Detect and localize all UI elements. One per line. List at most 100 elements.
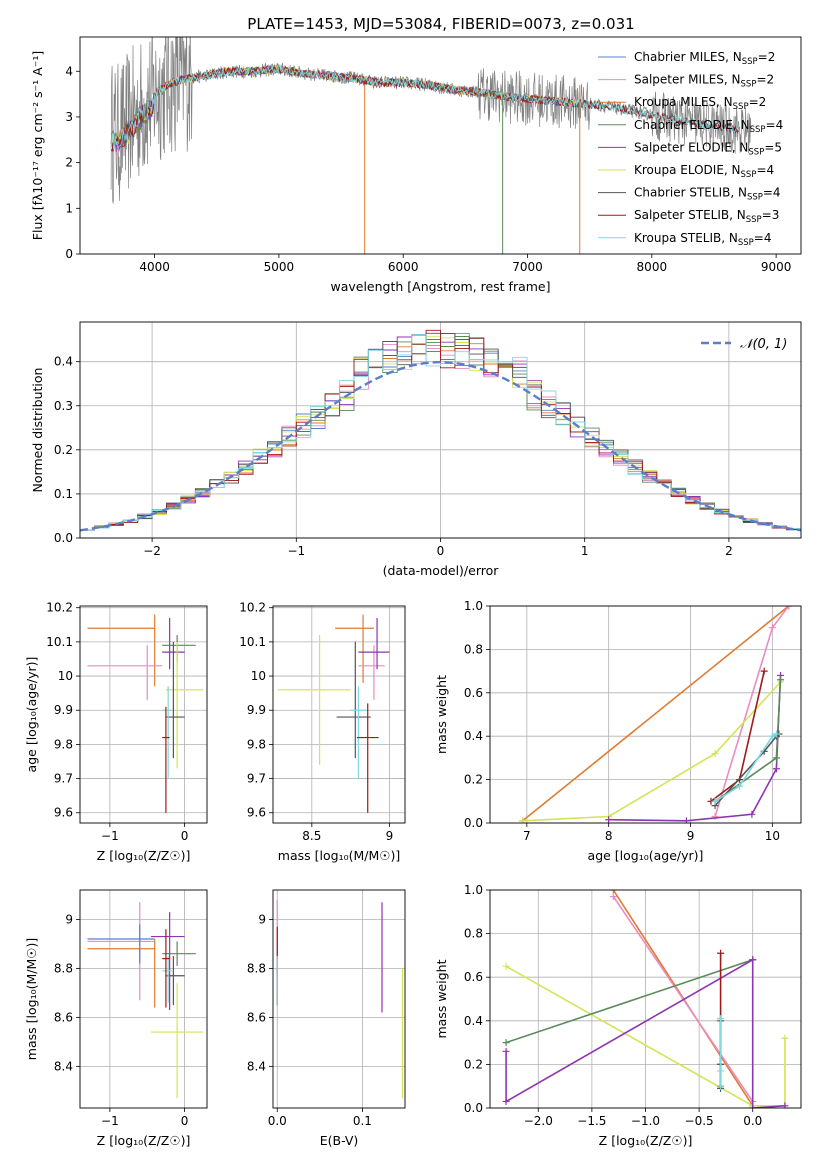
x-tick-label: 9000 [761,260,792,274]
data-point [772,754,780,762]
panel-mass-vs-Z: −1 0 8.4 8.6 8.8 9 Z [log₁₀(Z/Z☉)] mass [log₁₀(… [24,889,208,1148]
y-tick-label: 9.7 [247,772,266,786]
data-point [609,890,617,894]
grid [273,606,405,823]
y-tick-label: 1 [65,201,73,215]
line-salpeter-elodie [502,956,789,1108]
data-point [785,606,793,610]
panel-massweight-vs-Z: −2.0 −1.5 −1.0 −0.5 0.0 0.0 0.2 0.4 0.6 0.8 1.0 Z [… [434,883,802,1148]
errorbar-kroupa-miles [87,614,156,687]
legend-label: Chabrier MILES, NSSP=2 [634,50,775,67]
line-kroupa-stelib [717,1015,725,1090]
y-tick-label: 9.9 [247,703,266,717]
plot-area [87,902,204,1099]
data-point [768,624,776,632]
y-tick-label: 9 [258,912,266,926]
panel-mass-vs-EBV: 0.0 0.1 8.4 8.6 8.8 9 E(B-V) [247,889,406,1148]
figure-title: PLATE=1453, MJD=53084, FIBERID=0073, z=0… [247,15,634,33]
plot-area [277,614,390,813]
data-point [682,817,690,823]
legend-label: Chabrier STELIB, NSSP=4 [634,186,781,203]
data-point [768,732,776,740]
x-axis-label: Z [log₁₀(Z/Z☉)] [97,848,191,863]
legend-label: Kroupa MILES, NSSP=2 [634,95,766,112]
errorbar-salpeter-elodie [358,617,390,670]
data-point [736,782,744,790]
errorbar-salpeter-stelib [162,706,170,813]
data-point [772,730,780,738]
data-point [502,962,510,970]
y-tick-label: 0.3 [54,399,73,413]
x-tick-label: 8000 [637,260,668,274]
legend: Chabrier MILES, NSSP=2 Salpeter MILES, NS… [598,50,783,248]
y-tick-label: 3 [65,110,73,124]
data-point [605,816,613,823]
x-tick-label: 7000 [512,260,543,274]
legend-label: Kroupa ELODIE, NSSP=4 [634,163,774,180]
data-point [748,810,756,818]
plot-area [110,37,752,254]
x-tick-label: 6000 [388,260,419,274]
data-point [502,1097,510,1105]
x-tick-label: −2.0 [524,1114,553,1128]
x-axis-label: Z [log₁₀(Z/Z☉)] [599,1133,693,1148]
panel-massweight-vs-age: 7 8 9 10 0.0 0.2 0.4 0.6 0.8 1.0 age [log₁₀(age/yr… [434,599,802,863]
y-tick-label: 10.1 [239,635,266,649]
series-line [714,733,777,802]
y-tick-label: 8.4 [247,1059,266,1073]
legend-label: Salpeter ELODIE, NSSP=5 [634,140,782,157]
axes-frame [272,889,406,1109]
errorbar-kroupa-miles [335,614,374,683]
errorbar-chabrier-elodie [162,941,196,966]
axes-frame [489,605,802,824]
series-line [714,733,780,807]
y-tick-label: 0.4 [54,355,73,369]
line-kroupa-stelib [711,730,780,805]
errorbar-salpeter-stelib [356,703,379,813]
y-tick-label: 0.6 [464,686,483,700]
x-tick-label: −1.5 [577,1114,606,1128]
data-point [777,676,785,684]
errorbar-salpeter-stelib [162,929,170,1008]
x-tick-label: −1 [101,829,119,843]
y-tick-label: 0.8 [464,642,483,656]
y-tick-label: 0.2 [464,773,483,787]
series-line [522,606,790,822]
errorbar-kroupa-elodie [150,983,204,1099]
panel-spectrum: 4000 5000 6000 7000 8000 9000 0 1 2 3 4 wavelength … [30,36,802,294]
errorbar-chabrier-stelib [165,641,185,759]
y-tick-label: 8.6 [54,1010,73,1024]
y-tick-label: 2 [65,156,73,170]
y-axis-label: mass weight [434,959,449,1038]
y-tick-label: 0.0 [464,1101,483,1115]
errorbar-kroupa-miles [87,938,156,1008]
errorbar-salpeter-elodie [150,912,185,1011]
data-point [519,817,527,823]
y-tick-label: 8.6 [247,1010,266,1024]
errorbar-kroupa-stelib [350,686,368,779]
y-tick-label: 0.2 [464,1057,483,1071]
y-tick-label: 10.2 [239,601,266,615]
x-tick-label: 10 [765,829,780,843]
series-line [714,606,790,817]
data-point [711,750,719,758]
errorbar-salpeter-miles [87,645,163,700]
x-tick-label: 1 [581,544,589,558]
data-point [502,1039,510,1047]
data-point [711,812,719,820]
y-tick-label: 0.0 [464,816,483,830]
y-tick-label: 1.0 [464,599,483,613]
y-axis-label: mass weight [434,675,449,754]
legend: 𝒩(0, 1) [701,337,787,352]
y-axis-label: Flux [fλ10⁻¹⁷ erg cm⁻² s⁻¹ A⁻¹] [30,51,45,240]
data-point [760,667,768,675]
y-tick-label: 10 [58,669,73,683]
axes-frame [79,36,802,255]
data-point [772,765,780,773]
x-tick-label: 0 [181,1114,189,1128]
y-tick-label: 8.4 [54,1059,73,1073]
axes-frame [272,605,406,824]
y-tick-label: 10 [251,669,266,683]
y-tick-label: 0 [65,247,73,261]
